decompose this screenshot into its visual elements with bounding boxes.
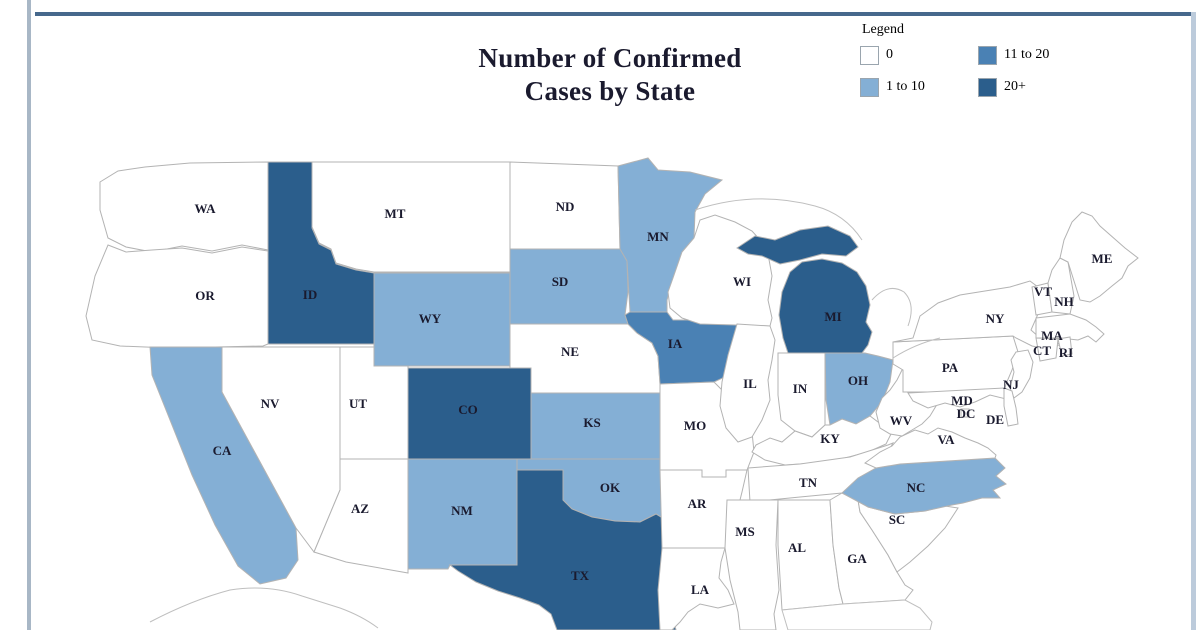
state-label-mn: MN <box>647 229 669 244</box>
state-label-nm: NM <box>451 503 473 518</box>
state-label-ga: GA <box>847 551 867 566</box>
state-label-tx: TX <box>571 568 590 583</box>
lake-superior-shoreline <box>694 198 863 241</box>
state-label-co: CO <box>458 402 478 417</box>
state-label-ms: MS <box>735 524 755 539</box>
legend-items: 0 1 to 10 11 to 20 20+ <box>860 42 1160 100</box>
state-va <box>864 427 997 469</box>
state-label-ok: OK <box>600 480 621 495</box>
legend-swatch-3 <box>978 77 997 97</box>
state-label-wi: WI <box>733 274 751 289</box>
state-ct <box>1035 337 1059 362</box>
state-label-pa: PA <box>942 360 959 375</box>
state-label-dc: DC <box>957 406 976 421</box>
lake-huron-shoreline <box>871 287 912 327</box>
state-label-ks: KS <box>583 415 600 430</box>
state-label-ne: NE <box>561 344 579 359</box>
state-label-or: OR <box>195 288 215 303</box>
state-label-ct: CT <box>1033 343 1051 358</box>
florida-panhandle-coastline <box>781 599 933 630</box>
state-label-ca: CA <box>213 443 232 458</box>
state-me <box>1059 211 1139 303</box>
legend-item-3: 20+ <box>978 74 1160 100</box>
legend-label-0: 0 <box>886 47 893 62</box>
state-de <box>1003 387 1019 427</box>
state-nh <box>1047 257 1075 315</box>
state-label-in: IN <box>793 381 808 396</box>
legend-item-0: 0 <box>860 42 978 68</box>
state-label-ia: IA <box>668 336 683 351</box>
state-label-ut: UT <box>349 396 367 411</box>
legend-label-3: 20+ <box>1004 79 1026 94</box>
state-ma <box>1035 313 1105 343</box>
map-decoration <box>149 198 941 630</box>
state-label-me: ME <box>1092 251 1113 266</box>
legend-heading: Legend <box>862 22 904 37</box>
legend-label-1: 1 to 10 <box>886 79 925 94</box>
state-label-il: IL <box>743 376 757 391</box>
state-label-md: MD <box>951 393 973 408</box>
state-mt <box>311 161 511 273</box>
mexico-coastline <box>149 587 379 629</box>
state-or <box>85 244 269 349</box>
legend-item-1: 1 to 10 <box>860 74 978 100</box>
map-title-line1: Number of Confirmed <box>478 43 742 73</box>
state-label-mi: MI <box>824 309 841 324</box>
state-label-ma: MA <box>1041 328 1063 343</box>
state-label-nv: NV <box>261 396 280 411</box>
state-il <box>719 323 776 443</box>
state-label-ny: NY <box>986 311 1005 326</box>
state-label-az: AZ <box>351 501 369 516</box>
state-ri <box>1057 336 1073 357</box>
map-title: Number of Confirmed Cases by State <box>420 42 800 108</box>
state-label-nh: NH <box>1054 294 1074 309</box>
state-label-ky: KY <box>820 431 840 446</box>
state-label-tn: TN <box>799 475 818 490</box>
legend-swatch-2 <box>978 45 997 65</box>
right-rule <box>1191 12 1196 630</box>
state-label-sc: SC <box>889 512 906 527</box>
map-labels: WA OR CA NV ID MT WY UT AZ NM CO ND SD NE KS OK TX MN IA MO… <box>195 199 1113 597</box>
state-label-wv: WV <box>890 413 913 428</box>
state-label-id: ID <box>303 287 317 302</box>
state-label-nj: NJ <box>1003 377 1019 392</box>
state-mi <box>736 225 873 354</box>
legend: Legend 0 1 to 10 11 to 20 20+ <box>860 22 1160 100</box>
state-nj <box>1009 349 1034 399</box>
state-label-sd: SD <box>552 274 569 289</box>
legend-item-2: 11 to 20 <box>978 42 1160 68</box>
state-label-mo: MO <box>684 418 706 433</box>
state-label-mt: MT <box>385 206 406 221</box>
legend-label-2: 11 to 20 <box>1004 47 1050 62</box>
left-rule <box>27 0 31 630</box>
state-label-nc: NC <box>907 480 926 495</box>
state-wy <box>373 272 511 367</box>
state-sd <box>509 248 629 325</box>
state-label-vt: VT <box>1034 284 1052 299</box>
lake-erie-shoreline <box>892 337 941 359</box>
state-label-ri: RI <box>1059 345 1073 360</box>
state-label-la: LA <box>691 582 710 597</box>
state-label-de: DE <box>986 412 1004 427</box>
state-label-wy: WY <box>419 311 442 326</box>
state-label-va: VA <box>937 432 955 447</box>
state-label-oh: OH <box>848 373 868 388</box>
map-states <box>85 157 1139 630</box>
state-wa <box>99 161 269 253</box>
state-ne <box>509 323 661 394</box>
state-la <box>657 547 735 630</box>
state-oh <box>824 352 894 426</box>
legend-swatch-0 <box>860 45 879 65</box>
map-title-line2: Cases by State <box>524 76 696 106</box>
legend-swatch-1 <box>860 77 879 97</box>
state-label-al: AL <box>788 540 806 555</box>
top-rule <box>35 12 1191 16</box>
state-label-ar: AR <box>688 496 707 511</box>
state-label-nd: ND <box>556 199 575 214</box>
state-ms <box>724 499 780 630</box>
state-dc <box>960 408 970 418</box>
state-label-wa: WA <box>195 201 217 216</box>
